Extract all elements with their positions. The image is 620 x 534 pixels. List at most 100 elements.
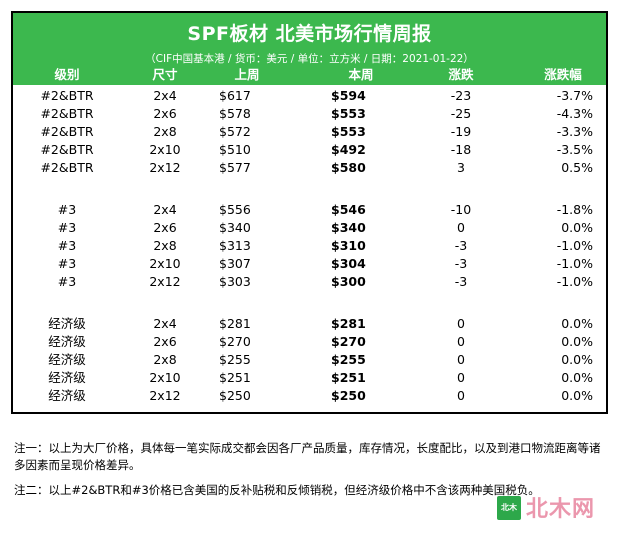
- size-cell: 2x12: [149, 274, 181, 289]
- prev-week-price: $313: [219, 238, 251, 253]
- table-row: #2&BTR 2x8 $572 $553 -19 -3.3%: [13, 123, 606, 141]
- change-percent: -3.3%: [556, 124, 593, 139]
- column-header-this-week: 本周: [348, 67, 374, 82]
- size-cell: 2x10: [149, 142, 181, 157]
- change-percent: 0.0%: [561, 220, 593, 235]
- change-percent: -3.7%: [556, 88, 593, 103]
- this-week-price: $270: [331, 334, 366, 349]
- prev-week-price: $340: [219, 220, 251, 235]
- prev-week-price: $578: [219, 106, 251, 121]
- change-percent: 0.0%: [561, 352, 593, 367]
- prev-week-price: $281: [219, 316, 251, 331]
- column-header-change-pct: 涨跌幅: [544, 67, 582, 82]
- this-week-price: $255: [331, 352, 366, 367]
- table-row: 经济级 2x8 $255 $255 0 0.0%: [13, 351, 606, 369]
- change-value: -10: [450, 202, 472, 217]
- change-value: -3: [454, 238, 468, 253]
- table-row: #3 2x10 $307 $304 -3 -1.0%: [13, 255, 606, 273]
- this-week-price: $281: [331, 316, 366, 331]
- this-week-price: $251: [331, 370, 366, 385]
- change-percent: 0.5%: [561, 160, 593, 175]
- prev-week-price: $251: [219, 370, 251, 385]
- prev-week-price: $255: [219, 352, 251, 367]
- grade-cell: 经济级: [48, 352, 86, 367]
- size-cell: 2x8: [153, 352, 177, 367]
- table-row: #2&BTR 2x4 $617 $594 -23 -3.7%: [13, 87, 606, 105]
- change-value: -25: [450, 106, 472, 121]
- column-header-size: 尺寸: [152, 67, 178, 82]
- change-value: 0: [457, 220, 465, 235]
- this-week-price: $300: [331, 274, 366, 289]
- this-week-price: $340: [331, 220, 366, 235]
- this-week-price: $310: [331, 238, 366, 253]
- change-value: -18: [450, 142, 472, 157]
- change-percent: 0.0%: [561, 316, 593, 331]
- table-row: 经济级 2x4 $281 $281 0 0.0%: [13, 315, 606, 333]
- grade-cell: #3: [57, 256, 77, 271]
- this-week-price: $594: [331, 88, 366, 103]
- this-week-price: $304: [331, 256, 366, 271]
- change-percent: 0.0%: [561, 370, 593, 385]
- change-percent: -4.3%: [556, 106, 593, 121]
- grade-cell: 经济级: [48, 316, 86, 331]
- change-value: 0: [457, 352, 465, 367]
- this-week-price: $546: [331, 202, 366, 217]
- change-percent: -1.0%: [556, 238, 593, 253]
- grade-cell: #2&BTR: [40, 124, 94, 139]
- grade-cell: 经济级: [48, 370, 86, 385]
- prev-week-price: $250: [219, 388, 251, 403]
- grade-cell: #2&BTR: [40, 88, 94, 103]
- prev-week-price: $617: [219, 88, 251, 103]
- note-2: 注二：以上#2&BTR和#3价格已含美国的反补贴税和反倾销税，但经济级价格中不含…: [14, 483, 540, 497]
- change-value: 0: [457, 334, 465, 349]
- size-cell: 2x12: [149, 388, 181, 403]
- table-row: #2&BTR 2x10 $510 $492 -18 -3.5%: [13, 141, 606, 159]
- this-week-price: $580: [331, 160, 366, 175]
- grade-cell: #2&BTR: [40, 142, 94, 157]
- size-cell: 2x10: [149, 256, 181, 271]
- size-cell: 2x12: [149, 160, 181, 175]
- price-report-table: SPF板材 北美市场行情周报 （CIF中国基本港 / 货币：美元 / 单位：立方…: [11, 11, 608, 414]
- prev-week-price: $577: [219, 160, 251, 175]
- report-title: SPF板材 北美市场行情周报: [187, 23, 432, 45]
- change-value: -3: [454, 274, 468, 289]
- grade-cell: #3: [57, 220, 77, 235]
- change-value: 0: [457, 370, 465, 385]
- size-cell: 2x6: [153, 334, 177, 349]
- this-week-price: $553: [331, 124, 366, 139]
- size-cell: 2x10: [149, 370, 181, 385]
- table-row: #3 2x4 $556 $546 -10 -1.8%: [13, 201, 606, 219]
- change-percent: 0.0%: [561, 334, 593, 349]
- change-value: -19: [450, 124, 472, 139]
- size-cell: 2x4: [153, 88, 177, 103]
- brand-logo: 北木: [497, 496, 521, 520]
- change-percent: -1.0%: [556, 274, 593, 289]
- change-percent: -3.5%: [556, 142, 593, 157]
- table-row: #2&BTR 2x6 $578 $553 -25 -4.3%: [13, 105, 606, 123]
- prev-week-price: $303: [219, 274, 251, 289]
- report-subtitle: （CIF中国基本港 / 货币：美元 / 单位：立方米 / 日期：2021-01-…: [145, 53, 474, 65]
- table-row: #2&BTR 2x12 $577 $580 3 0.5%: [13, 159, 606, 177]
- grade-cell: #2&BTR: [40, 160, 94, 175]
- table-row: 经济级 2x12 $250 $250 0 0.0%: [13, 387, 606, 405]
- change-percent: 0.0%: [561, 388, 593, 403]
- this-week-price: $492: [331, 142, 366, 157]
- brand-watermark: 北木网: [526, 497, 596, 522]
- report-header: SPF板材 北美市场行情周报 （CIF中国基本港 / 货币：美元 / 单位：立方…: [13, 13, 606, 85]
- change-percent: -1.8%: [556, 202, 593, 217]
- prev-week-price: $572: [219, 124, 251, 139]
- column-header-change: 涨跌: [448, 67, 474, 82]
- column-header-prev-week: 上周: [234, 67, 260, 82]
- grade-cell: #3: [57, 238, 77, 253]
- size-cell: 2x6: [153, 220, 177, 235]
- change-value: 0: [457, 388, 465, 403]
- size-cell: 2x8: [153, 238, 177, 253]
- change-value: 3: [457, 160, 465, 175]
- table-row: #3 2x8 $313 $310 -3 -1.0%: [13, 237, 606, 255]
- change-value: -23: [450, 88, 472, 103]
- note-1: 注一：以上为大厂价格，具体每一笔实际成交都会因各厂产品质量，库存情况，长度配比，…: [14, 441, 601, 472]
- prev-week-price: $510: [219, 142, 251, 157]
- grade-cell: 经济级: [48, 388, 86, 403]
- grade-cell: #2&BTR: [40, 106, 94, 121]
- this-week-price: $553: [331, 106, 366, 121]
